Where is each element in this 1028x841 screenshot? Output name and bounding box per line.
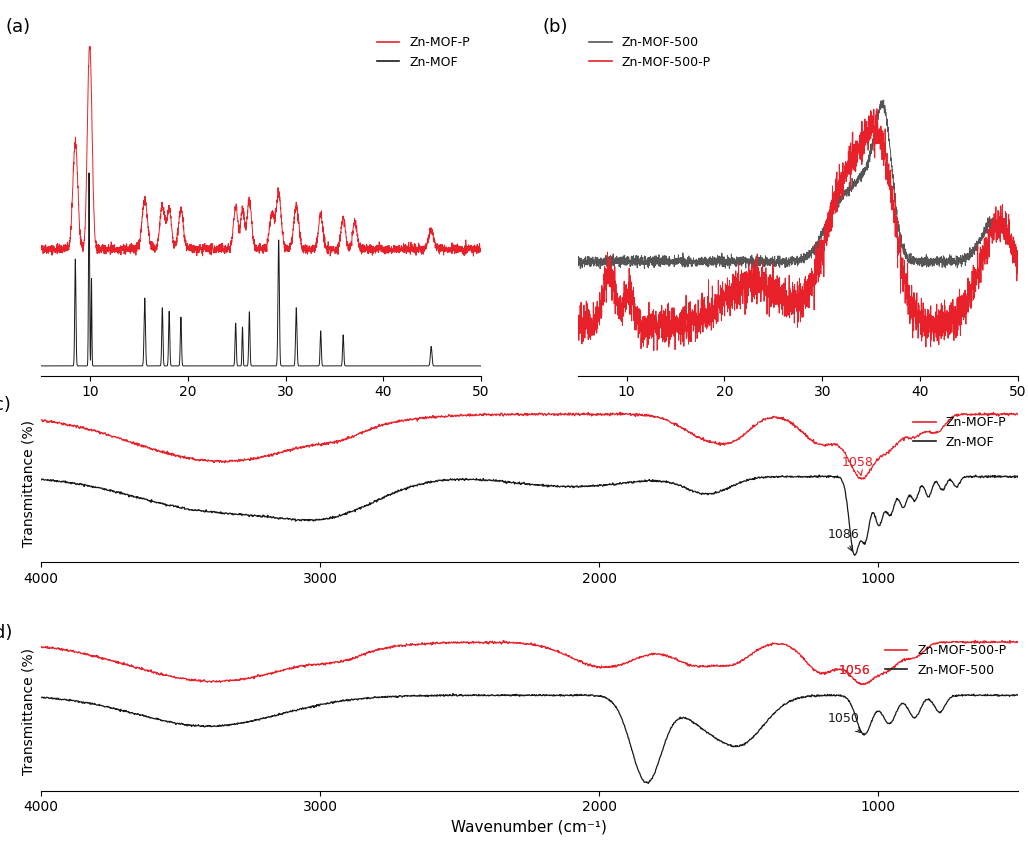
X-axis label: Wavenumber (cm⁻¹): Wavenumber (cm⁻¹) (451, 820, 608, 835)
Text: 1058: 1058 (842, 456, 874, 475)
Text: 1086: 1086 (828, 528, 859, 551)
Legend: Zn-MOF-500, Zn-MOF-500-P: Zn-MOF-500, Zn-MOF-500-P (584, 31, 715, 74)
Text: (d): (d) (0, 624, 12, 642)
Text: (c): (c) (0, 395, 11, 414)
Legend: Zn-MOF-P, Zn-MOF: Zn-MOF-P, Zn-MOF (909, 411, 1012, 453)
Text: 1050: 1050 (828, 712, 861, 733)
Text: 1056: 1056 (839, 664, 871, 677)
X-axis label: 2θ: 2θ (788, 405, 807, 420)
Text: (b): (b) (543, 19, 568, 36)
Legend: Zn-MOF-500-P, Zn-MOF-500: Zn-MOF-500-P, Zn-MOF-500 (880, 639, 1012, 682)
X-axis label: 2θ: 2θ (252, 405, 270, 420)
Text: (a): (a) (6, 19, 31, 36)
Y-axis label: Transmittance (%): Transmittance (%) (22, 420, 36, 547)
Legend: Zn-MOF-P, Zn-MOF: Zn-MOF-P, Zn-MOF (372, 31, 475, 74)
Y-axis label: Transmittance (%): Transmittance (%) (22, 648, 36, 775)
Text: 1056: 1056 (839, 664, 871, 677)
